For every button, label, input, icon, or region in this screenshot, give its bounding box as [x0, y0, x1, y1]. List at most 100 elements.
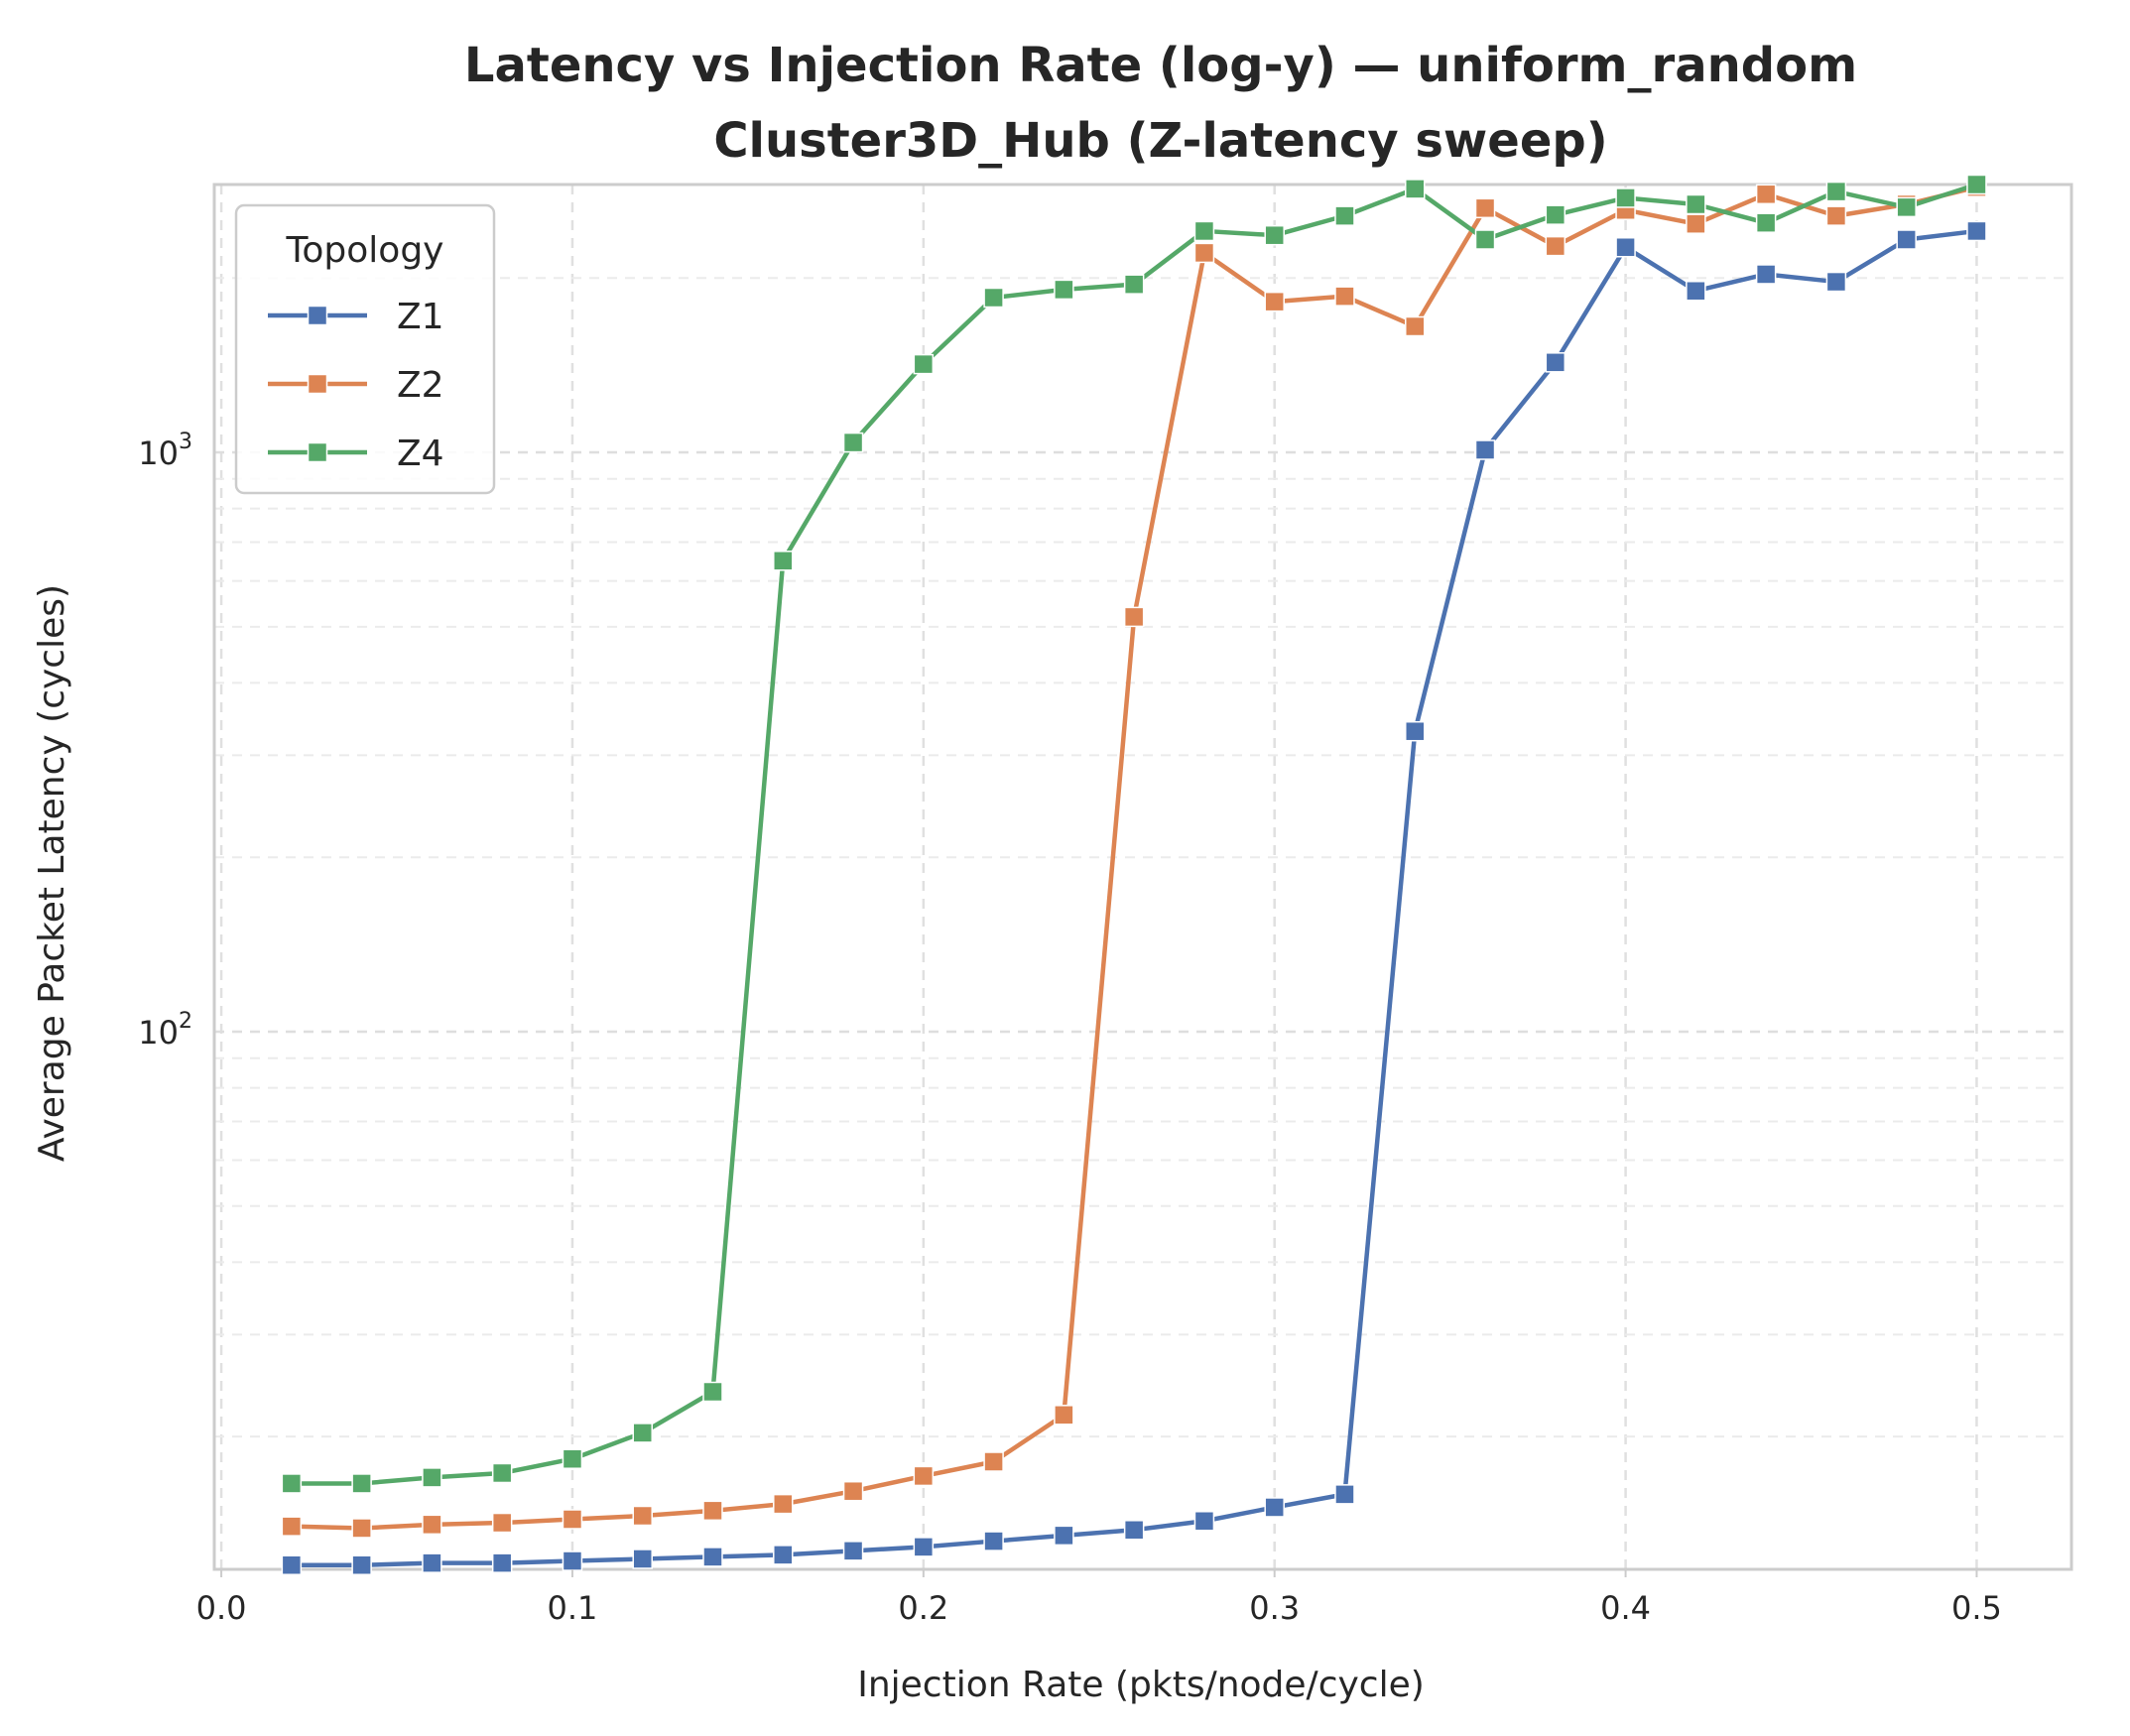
data-point	[913, 1537, 935, 1557]
data-point	[1474, 439, 1496, 460]
data-point	[1615, 236, 1636, 258]
data-point	[1474, 229, 1496, 250]
data-point	[842, 1541, 864, 1561]
data-point	[1825, 181, 1847, 202]
data-point	[1193, 220, 1215, 242]
legend: Topology Z1 Z2 Z4	[234, 203, 496, 495]
data-point	[1896, 229, 1917, 250]
legend-item-Z4: Z4	[268, 434, 444, 474]
data-point	[1264, 291, 1285, 312]
data-point	[422, 1514, 442, 1536]
chart-subtitle: Cluster3D_Hub (Z-latency sweep)	[713, 113, 1607, 169]
data-point	[1264, 224, 1285, 246]
grid	[214, 185, 2071, 1569]
legend-label: Z1	[397, 297, 444, 337]
data-point	[1686, 280, 1706, 302]
data-point	[1545, 235, 1566, 257]
data-point	[491, 1552, 513, 1573]
data-point	[1334, 205, 1355, 226]
x-tick-label: 0.1	[548, 1589, 598, 1627]
data-point	[773, 1493, 794, 1515]
legend-label: Z2	[397, 365, 444, 406]
data-point	[351, 1473, 372, 1494]
data-point	[281, 1473, 303, 1494]
data-point	[1755, 264, 1777, 285]
legend-label: Z4	[397, 434, 444, 474]
data-point	[913, 353, 935, 375]
data-point	[842, 432, 864, 453]
data-point	[1193, 1511, 1215, 1532]
data-point	[1054, 1525, 1074, 1547]
y-tick-label: 103	[138, 430, 192, 472]
data-point	[983, 1531, 1004, 1551]
chart-title: Latency vs Injection Rate (log-y) — unif…	[464, 38, 1857, 93]
data-point	[1334, 1484, 1355, 1505]
x-axis-label: Injection Rate (pkts/node/cycle)	[857, 1665, 1425, 1705]
data-point	[1193, 242, 1215, 264]
data-point	[913, 1465, 935, 1487]
data-point	[1966, 174, 1987, 195]
data-point	[422, 1552, 442, 1573]
data-point	[1545, 204, 1566, 225]
data-point	[351, 1518, 372, 1539]
data-point	[422, 1467, 442, 1488]
data-point	[1123, 606, 1145, 628]
series-layer	[281, 174, 1987, 1575]
x-tick-label: 0.4	[1600, 1589, 1651, 1627]
data-point	[1755, 184, 1777, 205]
legend-marker	[307, 305, 328, 326]
data-point	[1054, 279, 1074, 301]
data-point	[1054, 1405, 1074, 1426]
data-point	[562, 1550, 583, 1571]
legend-marker	[307, 441, 328, 463]
data-point	[702, 1500, 723, 1522]
data-point	[1825, 205, 1847, 226]
data-point	[983, 287, 1004, 309]
data-point	[632, 1505, 653, 1527]
data-point	[702, 1547, 723, 1567]
x-tick-label: 0.5	[1951, 1589, 2002, 1627]
legend-item-Z2: Z2	[268, 365, 444, 406]
plot-frame	[212, 183, 2073, 1571]
data-point	[1405, 179, 1426, 199]
data-point	[1825, 271, 1847, 293]
data-point	[983, 1451, 1004, 1472]
legend-box	[234, 203, 496, 495]
legend-marker	[307, 373, 328, 395]
series-Z1	[281, 220, 1987, 1575]
x-axis-ticks: 0.0 0.1 0.2 0.3 0.4 0.5	[196, 1569, 2002, 1627]
data-point	[632, 1549, 653, 1569]
data-point	[632, 1423, 653, 1443]
data-point	[1896, 196, 1917, 218]
data-point	[281, 1516, 303, 1537]
data-point	[562, 1448, 583, 1469]
data-point	[1405, 315, 1426, 337]
data-point	[491, 1512, 513, 1534]
data-point	[281, 1554, 303, 1575]
x-tick-label: 0.2	[898, 1589, 948, 1627]
data-point	[562, 1509, 583, 1530]
data-point	[773, 551, 794, 571]
y-axis-ticks: 102 103	[138, 430, 192, 1052]
data-point	[1123, 274, 1145, 295]
data-point	[1615, 187, 1636, 208]
x-tick-label: 0.3	[1249, 1589, 1300, 1627]
y-axis-label: Average Packet Latency (cycles)	[32, 584, 72, 1162]
data-point	[1966, 220, 1987, 242]
legend-title: Topology	[286, 230, 444, 271]
data-point	[1474, 197, 1496, 219]
x-tick-label: 0.0	[196, 1589, 247, 1627]
data-point	[1334, 286, 1355, 307]
data-point	[842, 1480, 864, 1502]
data-point	[702, 1381, 723, 1403]
data-point	[1755, 212, 1777, 233]
legend-item-Z1: Z1	[268, 297, 444, 337]
data-point	[491, 1462, 513, 1484]
data-point	[1123, 1520, 1145, 1541]
data-point	[773, 1545, 794, 1565]
y-tick-label: 102	[138, 1009, 192, 1052]
data-point	[1686, 213, 1706, 234]
data-point	[1686, 193, 1706, 215]
